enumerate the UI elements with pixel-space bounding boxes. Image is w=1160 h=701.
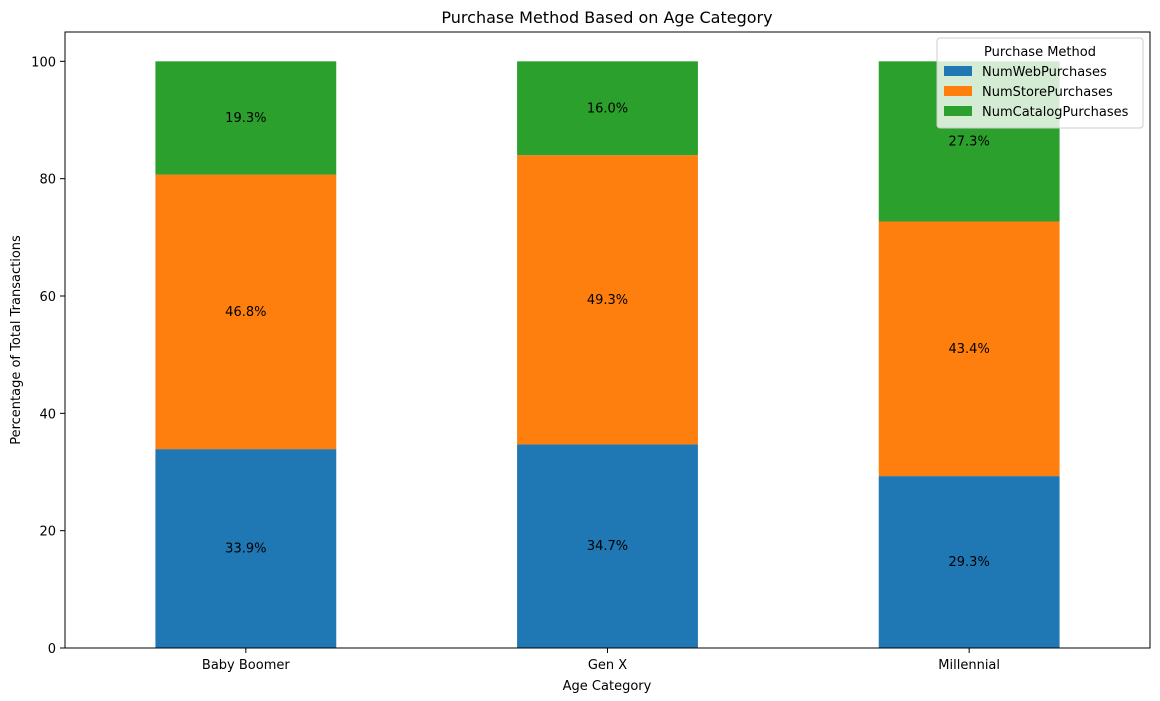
x-axis-label: Age Category bbox=[563, 679, 652, 694]
legend: Purchase Method NumWebPurchases NumStorePu… bbox=[936, 37, 1144, 129]
bar-value-label: 49.3% bbox=[587, 293, 628, 308]
legend-swatch bbox=[944, 106, 972, 116]
y-tick-label: 0 bbox=[48, 642, 56, 657]
legend-swatch bbox=[944, 86, 972, 96]
legend-label: NumCatalogPurchases bbox=[982, 105, 1129, 120]
x-tick-label: Gen X bbox=[588, 658, 627, 673]
bar-NumCatalogPurchases-baby-boomer bbox=[155, 61, 337, 175]
bar-value-label: 43.4% bbox=[949, 342, 990, 357]
legend-box bbox=[936, 37, 1144, 129]
x-tick-label: Baby Boomer bbox=[202, 658, 290, 673]
bar-NumStorePurchases-baby-boomer bbox=[155, 174, 337, 450]
bar-NumStorePurchases-millennial bbox=[878, 221, 1060, 477]
x-tick-label: Millennial bbox=[938, 658, 1000, 673]
bar-NumWebPurchases-baby-boomer bbox=[155, 449, 337, 648]
bar-NumWebPurchases-gen-x bbox=[517, 444, 698, 648]
chart-title: Purchase Method Based on Age Category bbox=[441, 8, 772, 27]
axes-group: 0 20 40 60 80 100 Baby Boomer Gen X Millennial bbox=[31, 31, 1151, 673]
bar-value-label: 29.3% bbox=[949, 555, 990, 570]
y-axis-label: Percentage of Total Transactions bbox=[9, 235, 24, 445]
y-tick-label: 60 bbox=[39, 290, 56, 305]
bar-NumWebPurchases-millennial bbox=[878, 476, 1060, 648]
bar-value-label: 46.8% bbox=[225, 305, 266, 320]
bar-labels-group: 33.9% 46.8% 19.3% 34.7% 49.3% 16.0% 29.3% 43.4%… bbox=[225, 101, 990, 570]
bar-NumCatalogPurchases-gen-x bbox=[517, 61, 698, 156]
bar-value-label: 33.9% bbox=[225, 542, 266, 557]
y-tick-label: 20 bbox=[39, 525, 56, 540]
y-tick-label: 100 bbox=[31, 55, 56, 70]
bar-NumStorePurchases-gen-x bbox=[517, 155, 698, 445]
legend-swatch bbox=[944, 66, 972, 76]
bar-value-label: 19.3% bbox=[225, 111, 266, 126]
legend-title: Purchase Method bbox=[984, 45, 1096, 60]
y-tick-label: 80 bbox=[39, 173, 56, 188]
y-tick-label: 40 bbox=[39, 407, 56, 422]
bar-value-label: 16.0% bbox=[587, 101, 628, 116]
bar-value-label: 27.3% bbox=[949, 134, 990, 149]
legend-label: NumWebPurchases bbox=[982, 65, 1107, 80]
bars-group bbox=[155, 61, 1060, 648]
legend-label: NumStorePurchases bbox=[982, 85, 1113, 100]
bar-value-label: 34.7% bbox=[587, 539, 628, 554]
